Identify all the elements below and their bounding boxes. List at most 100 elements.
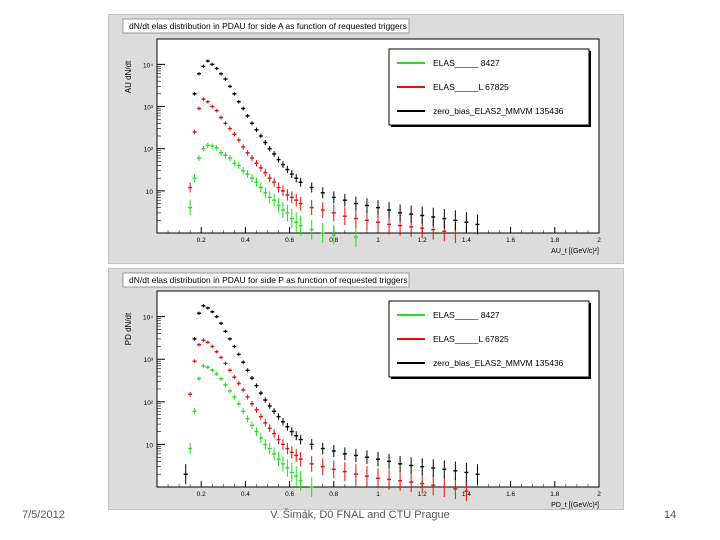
data-point [353, 227, 358, 248]
data-point [210, 62, 215, 66]
data-point [298, 215, 303, 236]
data-point [289, 462, 294, 483]
data-point [219, 115, 224, 120]
data-point [192, 408, 197, 415]
data-point [210, 368, 215, 373]
data-point [280, 418, 285, 426]
chart-title: dN/dt elas distribution in PDAU for side… [129, 275, 408, 285]
data-point [376, 200, 380, 216]
data-point [276, 413, 281, 420]
legend-entry: zero_bias_ELAS2_MMVM 135436 [433, 358, 564, 368]
data-point [453, 461, 458, 481]
legend-entry: ELAS_____L 67825 [433, 82, 509, 92]
data-point [376, 212, 380, 233]
x-tick-label: 1 [376, 491, 380, 498]
data-point [254, 406, 259, 413]
data-point [267, 173, 272, 183]
data-point [387, 453, 392, 469]
data-point [214, 371, 219, 377]
data-point [196, 106, 201, 111]
data-point [219, 355, 224, 360]
data-point [245, 149, 250, 156]
data-point [398, 204, 403, 222]
data-point [196, 376, 201, 381]
series-1 [188, 142, 358, 248]
y-axis-label: PD dN/dt [124, 312, 133, 345]
x-tick-label: 1 [376, 237, 380, 244]
data-point [245, 415, 250, 423]
data-point [353, 196, 358, 211]
data-point [309, 455, 314, 472]
data-point [236, 381, 241, 386]
data-point [254, 427, 259, 436]
chart-title: dN/dt elas distribution in PDAU for side… [129, 21, 407, 31]
data-point [280, 185, 285, 197]
data-point [201, 97, 206, 101]
data-point [285, 204, 290, 222]
data-point [250, 154, 255, 162]
data-point [289, 191, 294, 204]
data-point [263, 439, 268, 450]
data-point [475, 214, 480, 235]
legend-entry: ELAS_____L 67825 [433, 334, 509, 344]
data-point [227, 126, 232, 131]
data-point [254, 177, 259, 187]
data-point [214, 108, 219, 113]
y-tick-label: 10 [146, 189, 154, 196]
data-point [241, 167, 246, 175]
data-point [289, 427, 294, 436]
data-point [245, 394, 250, 400]
data-point [342, 462, 347, 482]
data-point [309, 477, 314, 497]
legend-entry: ELAS_____ 8427 [433, 58, 500, 68]
data-point [183, 464, 188, 485]
data-point [223, 152, 228, 159]
data-point [272, 151, 277, 157]
series-3 [183, 304, 480, 485]
data-point [464, 481, 469, 502]
data-point [258, 433, 263, 443]
data-point [289, 446, 294, 459]
x-tick-label: 2 [597, 491, 601, 498]
x-tick-label: 0.6 [285, 491, 294, 498]
data-point [227, 337, 232, 341]
x-tick-label: 0.4 [241, 491, 250, 498]
data-point [272, 447, 277, 461]
data-point [210, 104, 215, 109]
data-point [219, 149, 224, 156]
data-point [205, 365, 210, 370]
data-point [320, 187, 325, 199]
data-point [219, 376, 224, 381]
data-point [258, 390, 263, 396]
data-point [258, 182, 263, 193]
data-point [420, 206, 425, 225]
data-point [409, 205, 414, 223]
data-point [223, 361, 228, 366]
data-point [272, 193, 277, 207]
data-point [331, 204, 336, 222]
x-tick-label: 1.2 [418, 491, 427, 498]
data-point [241, 360, 246, 365]
data-point [250, 375, 255, 381]
data-point [320, 458, 325, 476]
data-point [453, 210, 458, 231]
data-point [420, 458, 425, 476]
slide-date: 7/5/2012 [22, 509, 65, 521]
data-point [294, 448, 299, 463]
series-1 [188, 363, 314, 497]
legend-entry: ELAS_____ 8427 [433, 310, 500, 320]
data-point [475, 464, 480, 485]
data-point [258, 164, 263, 172]
data-point [342, 447, 347, 461]
data-point [387, 202, 392, 218]
y-tick-label: 10³ [144, 357, 154, 364]
data-point [464, 212, 469, 233]
data-point [254, 383, 259, 388]
data-point [353, 448, 358, 463]
data-point [205, 340, 210, 345]
data-point [331, 460, 336, 479]
data-point [387, 469, 392, 490]
data-point [241, 387, 246, 393]
data-point [353, 464, 358, 485]
data-point [227, 154, 232, 162]
